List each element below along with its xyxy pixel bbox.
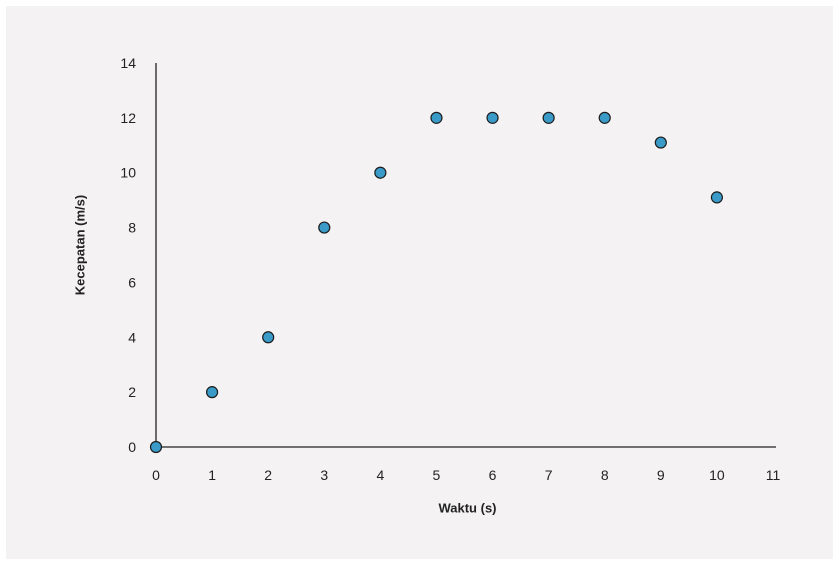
y-tick-label: 14 bbox=[120, 55, 136, 71]
data-points bbox=[149, 111, 724, 454]
data-point bbox=[486, 111, 499, 124]
data-point bbox=[710, 191, 724, 204]
data-point bbox=[318, 221, 331, 234]
y-axis-ticks: 0 2 4 6 8 10 12 14 bbox=[120, 55, 136, 455]
y-axis-title: Kecepatan (m/s) bbox=[73, 195, 88, 295]
y-tick-label: 2 bbox=[128, 384, 136, 400]
x-axis-title: Waktu (s) bbox=[438, 501, 496, 516]
x-tick-label: 8 bbox=[601, 467, 609, 483]
x-tick-label: 11 bbox=[766, 467, 781, 483]
chart-panel: 0 2 4 6 8 10 12 14 0 1 2 3 4 5 6 7 8 9 10 11 Waktu (s) Kec… bbox=[6, 6, 833, 559]
data-point bbox=[205, 386, 219, 399]
x-tick-label: 4 bbox=[376, 467, 384, 483]
data-point bbox=[430, 111, 443, 124]
y-tick-label: 12 bbox=[120, 110, 136, 126]
x-tick-label: 3 bbox=[320, 467, 328, 483]
data-point bbox=[149, 440, 163, 454]
x-tick-label: 0 bbox=[152, 467, 160, 483]
data-point bbox=[374, 166, 387, 179]
x-axis-ticks: 0 1 2 3 4 5 6 7 8 9 10 11 bbox=[152, 467, 780, 483]
y-tick-label: 10 bbox=[120, 165, 136, 181]
data-point bbox=[542, 111, 555, 124]
y-tick-label: 4 bbox=[128, 329, 136, 345]
x-tick-label: 6 bbox=[489, 467, 497, 483]
x-tick-label: 2 bbox=[264, 467, 272, 483]
y-tick-label: 6 bbox=[128, 274, 136, 290]
y-tick-label: 0 bbox=[128, 439, 136, 455]
x-tick-label: 1 bbox=[208, 467, 216, 483]
x-tick-label: 10 bbox=[709, 467, 725, 483]
x-tick-label: 7 bbox=[545, 467, 553, 483]
data-point bbox=[262, 331, 275, 344]
x-tick-label: 5 bbox=[433, 467, 441, 483]
data-point bbox=[598, 111, 611, 124]
data-point bbox=[654, 136, 667, 149]
x-tick-label: 9 bbox=[657, 467, 665, 483]
y-tick-label: 8 bbox=[128, 220, 136, 236]
